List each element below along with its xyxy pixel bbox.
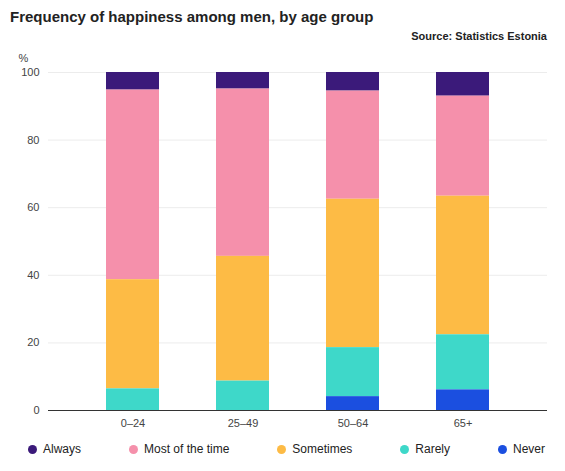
svg-text:100: 100 [21, 66, 39, 78]
svg-text:25–49: 25–49 [228, 417, 259, 429]
html-text:Frequency of happiness among m: Frequency of happiness among men, by age… [10, 8, 374, 25]
svg-text:60: 60 [27, 201, 39, 213]
html-text:Source: Statistics Estonia: Source: Statistics Estonia [411, 30, 547, 42]
svg-text:0: 0 [33, 404, 39, 416]
html-text:Never: Never [513, 442, 545, 456]
svg-text:20: 20 [27, 336, 39, 348]
html-text:Most of the time: Most of the time [144, 442, 230, 456]
html-text:Always: Always [43, 442, 81, 456]
svg-text:0–24: 0–24 [121, 417, 145, 429]
html-text:Rarely: Rarely [415, 442, 450, 456]
html-text:Sometimes: Sometimes [292, 442, 353, 456]
svg-text:%: % [19, 52, 29, 64]
svg-text:50–64: 50–64 [338, 417, 369, 429]
svg-text:80: 80 [27, 134, 39, 146]
svg-text:40: 40 [27, 269, 39, 281]
svg-text:65+: 65+ [454, 417, 473, 429]
